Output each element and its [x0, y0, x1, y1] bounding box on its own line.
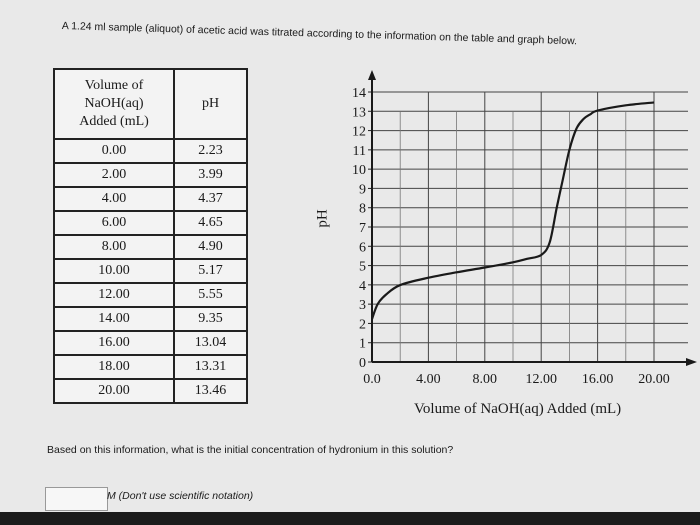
ph-cell: 4.65 — [173, 210, 248, 236]
volume-cell: 12.00 — [53, 282, 175, 308]
titration-table: Volume of NaOH(aq) Added (mL) pH 0.00 2.2… — [53, 68, 248, 404]
volume-cell: 0.00 — [53, 138, 175, 164]
x-tick-label: 4.00 — [416, 372, 441, 387]
header-volume-line: NaOH(aq) — [84, 96, 144, 111]
x-tick-label: 8.00 — [473, 372, 498, 387]
table-row: 8.00 4.90 — [53, 234, 248, 260]
y-tick-label: 8 — [359, 202, 366, 217]
header-volume: Volume of NaOH(aq) Added (mL) — [53, 68, 175, 140]
ph-cell: 5.17 — [173, 258, 248, 284]
ph-cell: 5.55 — [173, 282, 248, 308]
x-axis-label: Volume of NaOH(aq) Added (mL) — [414, 401, 622, 417]
grid-lines — [368, 91, 688, 363]
ph-cell: 2.23 — [173, 138, 248, 164]
table-row: 20.00 13.46 — [53, 378, 248, 404]
y-tick-label: 3 — [359, 298, 366, 313]
volume-cell: 14.00 — [53, 306, 175, 332]
ph-cell: 4.37 — [173, 186, 248, 212]
table-row: 0.00 2.23 — [53, 138, 248, 164]
y-axis-label: pH — [314, 209, 331, 228]
y-axis-arrow — [368, 70, 376, 80]
x-tick-label: 20.00 — [638, 372, 670, 387]
y-tick-label: 0 — [359, 356, 366, 371]
y-tick-label: 2 — [359, 317, 366, 332]
y-tick-label: 1 — [359, 337, 366, 352]
volume-cell: 4.00 — [53, 186, 175, 212]
volume-cell: 8.00 — [53, 234, 175, 260]
y-tick-label: 13 — [352, 105, 366, 120]
volume-cell: 6.00 — [53, 210, 175, 236]
ph-cell: 13.31 — [173, 354, 248, 380]
volume-cell: 10.00 — [53, 258, 175, 284]
ph-cell: 13.46 — [173, 378, 248, 404]
question-text: Based on this information, what is the i… — [47, 444, 454, 456]
x-tick-label: 16.00 — [582, 372, 614, 387]
bottom-bar — [0, 512, 700, 525]
answer-input[interactable] — [45, 487, 108, 511]
y-tick-label: 7 — [359, 221, 366, 236]
ph-cell: 13.04 — [173, 330, 248, 356]
y-tick-label: 5 — [359, 260, 366, 275]
header-volume-line: Volume of — [84, 78, 144, 93]
table-row: 14.00 9.35 — [53, 306, 248, 332]
y-tick-label: 4 — [359, 279, 366, 294]
table-row: 18.00 13.31 — [53, 354, 248, 380]
table-row: 2.00 3.99 — [53, 162, 248, 188]
y-tick-label: 14 — [352, 86, 366, 101]
ph-cell: 9.35 — [173, 306, 248, 332]
titration-curve — [370, 101, 655, 320]
axes — [368, 70, 697, 366]
table-row: 6.00 4.65 — [53, 210, 248, 236]
volume-cell: 2.00 — [53, 162, 175, 188]
y-tick-label: 9 — [359, 182, 366, 197]
ph-cell: 4.90 — [173, 234, 248, 260]
header-volume-line: Added (mL) — [79, 114, 149, 129]
table-row: 12.00 5.55 — [53, 282, 248, 308]
table-row: 4.00 4.37 — [53, 186, 248, 212]
y-tick-label: 12 — [352, 125, 366, 140]
volume-cell: 20.00 — [53, 378, 175, 404]
table-row: 10.00 5.17 — [53, 258, 248, 284]
volume-cell: 18.00 — [53, 354, 175, 380]
y-tick-label: 6 — [359, 240, 366, 255]
y-tick-label: 11 — [353, 144, 366, 159]
volume-cell: 16.00 — [53, 330, 175, 356]
ph-cell: 3.99 — [173, 162, 248, 188]
y-tick-label: 10 — [352, 163, 366, 178]
x-tick-label: 12.00 — [525, 372, 557, 387]
header-ph: pH — [173, 68, 248, 140]
x-axis-arrow — [686, 358, 697, 366]
x-tick-label: 0.0 — [363, 372, 381, 387]
answer-unit-label: M (Don't use scientific notation) — [107, 490, 254, 502]
table-row: 16.00 13.04 — [53, 330, 248, 356]
table-header-row: Volume of NaOH(aq) Added (mL) pH — [53, 68, 248, 140]
